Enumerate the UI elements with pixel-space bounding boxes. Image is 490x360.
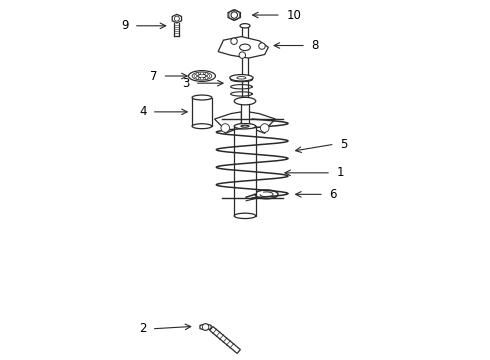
Circle shape	[231, 38, 237, 45]
Ellipse shape	[240, 44, 250, 50]
Circle shape	[200, 77, 203, 80]
Text: 4: 4	[139, 105, 147, 118]
Ellipse shape	[242, 100, 248, 102]
Text: 9: 9	[121, 19, 128, 32]
Text: 6: 6	[329, 188, 337, 201]
Ellipse shape	[192, 95, 212, 100]
Ellipse shape	[234, 123, 256, 129]
Polygon shape	[210, 327, 241, 354]
Circle shape	[174, 16, 179, 21]
Text: 7: 7	[149, 69, 157, 82]
Ellipse shape	[234, 213, 256, 219]
Polygon shape	[215, 112, 242, 134]
Text: 10: 10	[286, 9, 301, 22]
Circle shape	[205, 73, 208, 76]
Ellipse shape	[234, 97, 256, 105]
Ellipse shape	[240, 24, 250, 28]
FancyBboxPatch shape	[242, 26, 248, 101]
Ellipse shape	[197, 74, 206, 78]
Circle shape	[196, 73, 199, 76]
Polygon shape	[248, 112, 275, 134]
FancyBboxPatch shape	[234, 126, 256, 216]
Circle shape	[239, 52, 245, 58]
Circle shape	[221, 124, 230, 132]
Ellipse shape	[242, 25, 248, 27]
FancyBboxPatch shape	[192, 98, 212, 126]
Ellipse shape	[189, 71, 216, 81]
Polygon shape	[200, 324, 211, 330]
Polygon shape	[228, 10, 241, 20]
FancyBboxPatch shape	[241, 103, 249, 126]
Text: 1: 1	[337, 166, 344, 179]
Ellipse shape	[241, 102, 249, 104]
Circle shape	[205, 76, 208, 79]
Ellipse shape	[241, 125, 249, 127]
Text: 3: 3	[182, 77, 190, 90]
Text: 8: 8	[311, 39, 318, 52]
Text: 2: 2	[139, 322, 147, 335]
Ellipse shape	[192, 124, 212, 129]
Text: 5: 5	[340, 138, 347, 150]
Ellipse shape	[237, 77, 246, 79]
Circle shape	[202, 324, 209, 330]
Ellipse shape	[230, 75, 253, 81]
Circle shape	[231, 12, 238, 18]
Circle shape	[207, 75, 210, 77]
Circle shape	[196, 76, 199, 79]
Circle shape	[194, 75, 197, 77]
Circle shape	[200, 72, 203, 75]
Circle shape	[260, 124, 269, 132]
Circle shape	[259, 43, 265, 49]
Ellipse shape	[192, 72, 212, 80]
Polygon shape	[172, 14, 181, 23]
Polygon shape	[218, 37, 269, 58]
